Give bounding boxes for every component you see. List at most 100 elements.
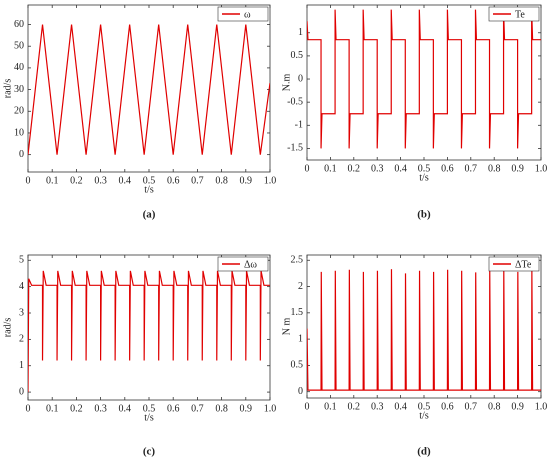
x-tick-label: 0.4 [394, 401, 407, 412]
data-line [307, 269, 541, 391]
data-layer [28, 270, 270, 393]
y-tick-label: 40 [14, 62, 24, 73]
data-layer [28, 24, 270, 155]
x-tick-label: 0.2 [70, 175, 83, 186]
x-tick-label: 0.8 [215, 175, 228, 186]
y-tick-label: -1 [295, 120, 303, 131]
data-layer [307, 9, 541, 149]
y-tick-label: 1 [298, 333, 303, 344]
legend-label: Te [515, 9, 525, 20]
x-tick-label: 1.0 [264, 175, 277, 186]
x-tick-label: 0 [305, 401, 310, 412]
data-layer [307, 269, 541, 391]
legend-label: ΔTe [515, 259, 532, 270]
y-tick-label: 10 [14, 127, 24, 138]
data-line [307, 9, 541, 149]
x-tick-label: 0.4 [394, 163, 407, 174]
x-tick-label: 0.6 [167, 403, 180, 414]
x-tick-label: 0.9 [240, 175, 253, 186]
y-tick-label: 0 [19, 386, 24, 397]
x-tick-label: 0 [26, 175, 31, 186]
x-tick-label: 0 [26, 403, 31, 414]
y-tick-label: 0 [19, 149, 24, 160]
y-tick-label: 1 [19, 360, 24, 371]
x-tick-label: 0.4 [119, 403, 132, 414]
y-tick-label: -0.5 [287, 96, 303, 107]
y-tick-label: 3 [19, 307, 24, 318]
x-tick-label: 0.3 [371, 163, 384, 174]
x-tick-label: 0.6 [441, 401, 454, 412]
legend-box [217, 256, 269, 272]
x-tick-label: 0.2 [70, 403, 83, 414]
y-tick-label: 4 [19, 281, 24, 292]
y-tick-label: 5 [19, 255, 24, 266]
x-tick-label: 1.0 [535, 163, 548, 174]
x-tick-label: 0.7 [191, 403, 204, 414]
x-axis-label: t/s [419, 172, 429, 183]
x-tick-label: 0.5 [418, 163, 431, 174]
x-tick-label: 1.0 [535, 401, 548, 412]
y-tick-label: 2 [19, 334, 24, 345]
x-tick-label: 0.6 [441, 163, 454, 174]
x-axis-label: t/s [144, 412, 154, 423]
y-tick-label: 1 [298, 27, 303, 38]
data-line [28, 270, 270, 393]
x-tick-label: 0.2 [348, 163, 361, 174]
x-tick-label: 0.7 [191, 175, 204, 186]
y-tick-label: 0 [298, 73, 303, 84]
legend-label: ω [244, 9, 251, 20]
legend-box [488, 6, 540, 22]
plot-frame [306, 4, 542, 161]
y-tick-label: 30 [14, 84, 24, 95]
x-tick-label: 0.1 [324, 163, 337, 174]
x-tick-label: 0.1 [46, 403, 59, 414]
plot-frame [27, 254, 271, 401]
y-tick-label: 60 [14, 19, 24, 30]
x-axis-label: t/s [419, 410, 429, 421]
x-tick-label: 1.0 [264, 403, 277, 414]
y-tick-label: -1.5 [287, 143, 303, 154]
plot-frame [306, 254, 542, 399]
x-tick-label: 0.5 [143, 403, 156, 414]
y-tick-label: 0.5 [291, 50, 304, 61]
caption: (a) [143, 209, 156, 221]
y-axis-label: rad/s [2, 79, 13, 99]
y-tick-label: 0 [298, 386, 303, 397]
x-tick-label: 0.9 [511, 163, 524, 174]
y-tick-label: 2.5 [291, 255, 304, 266]
x-tick-label: 0.9 [511, 401, 524, 412]
legend-box [217, 6, 269, 22]
x-tick-label: 0.5 [143, 175, 156, 186]
x-tick-label: 0.1 [46, 175, 59, 186]
x-axis-label: t/s [144, 184, 154, 195]
x-tick-label: 0.8 [215, 403, 228, 414]
x-tick-label: 0.3 [94, 175, 107, 186]
x-tick-label: 0.5 [418, 401, 431, 412]
x-tick-label: 0.8 [488, 163, 501, 174]
x-tick-label: 0.4 [119, 175, 132, 186]
x-tick-label: 0.6 [167, 175, 180, 186]
y-tick-label: 1.5 [291, 307, 304, 318]
y-axis-label: rad/s [2, 318, 13, 338]
data-line [28, 24, 270, 155]
x-tick-label: 0.2 [348, 401, 361, 412]
x-tick-label: 0.9 [240, 403, 253, 414]
y-axis-label: N.m [281, 74, 292, 92]
caption: (d) [417, 446, 431, 458]
x-tick-label: 0.3 [94, 403, 107, 414]
caption: (b) [417, 209, 431, 221]
y-tick-label: 50 [14, 41, 24, 52]
x-tick-label: 0.8 [488, 401, 501, 412]
x-tick-label: 0.3 [371, 401, 384, 412]
x-tick-label: 0.1 [324, 401, 337, 412]
y-tick-label: 2 [298, 281, 303, 292]
legend-label: Δω [244, 259, 257, 270]
x-tick-label: 0.7 [465, 163, 478, 174]
caption: (c) [143, 446, 156, 458]
y-axis-label: N m [281, 318, 292, 336]
y-tick-label: 20 [14, 106, 24, 117]
legend-box [488, 256, 540, 272]
x-tick-label: 0.7 [465, 401, 478, 412]
y-tick-label: 0.5 [291, 360, 304, 371]
